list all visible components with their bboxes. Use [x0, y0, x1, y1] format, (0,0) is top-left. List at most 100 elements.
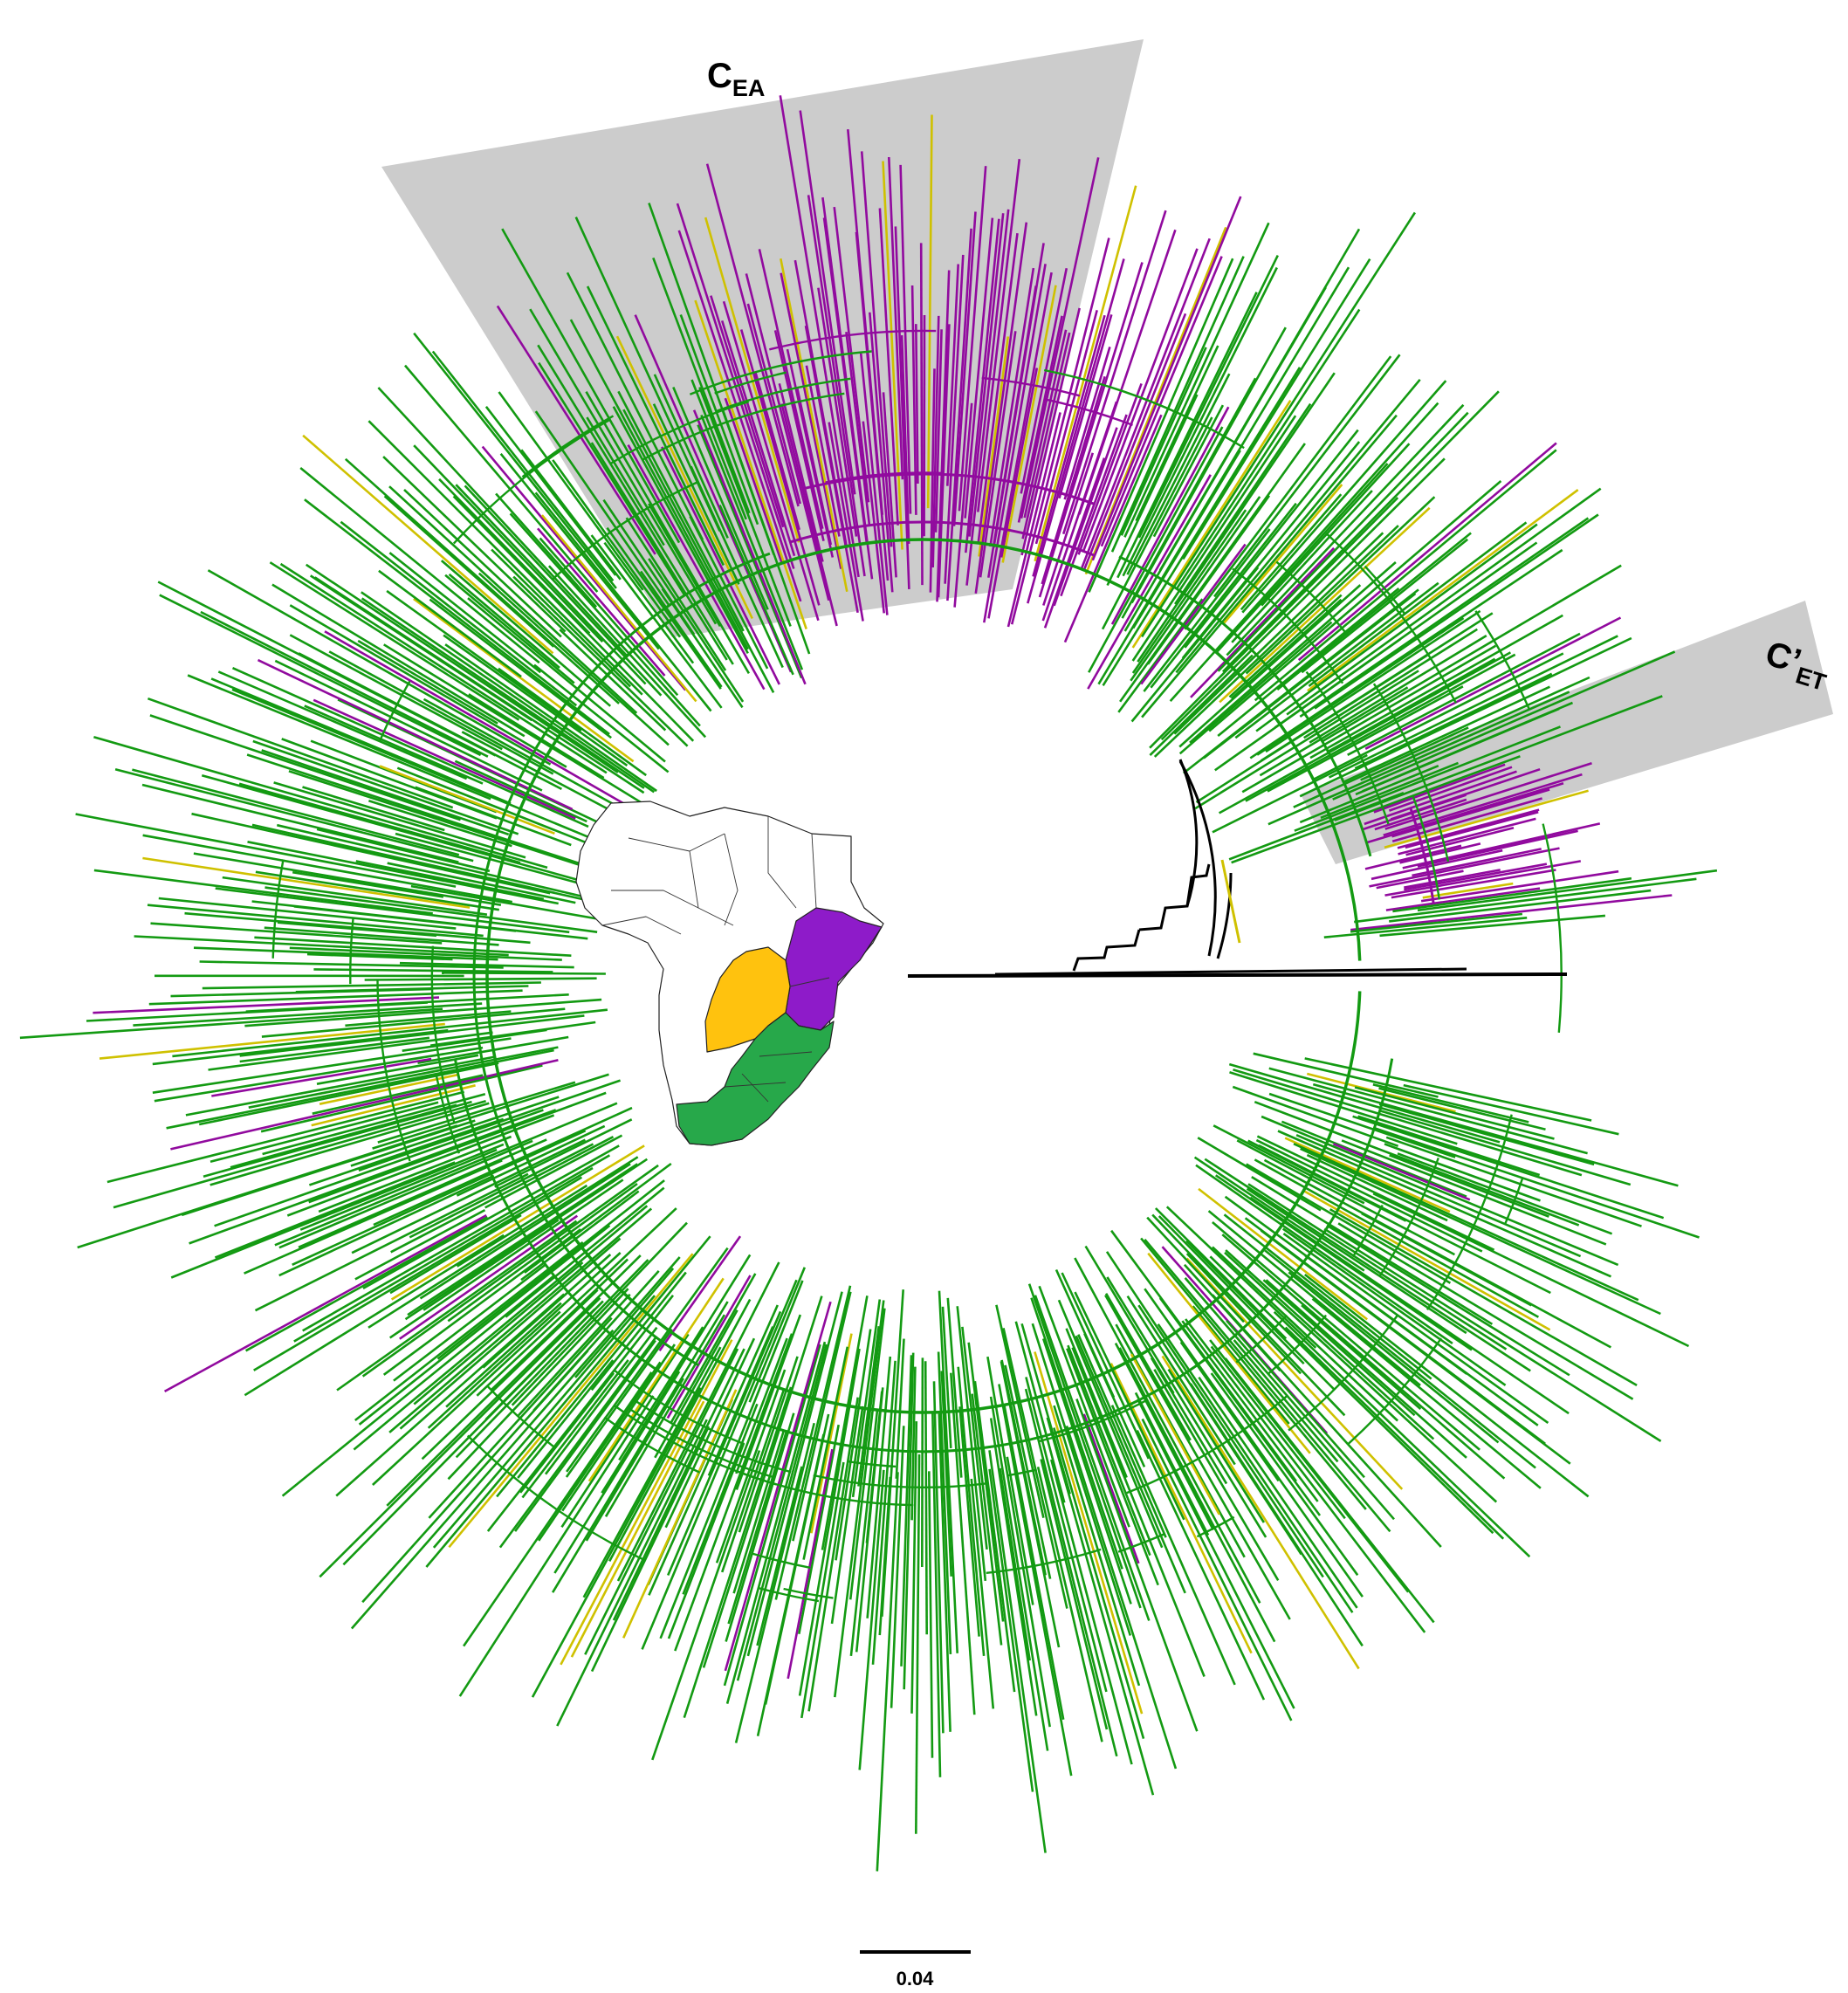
tip-branch	[1352, 1115, 1665, 1220]
tip-branch	[1152, 404, 1225, 538]
tip-branch	[582, 1346, 722, 1598]
tip-branch	[821, 1295, 869, 1550]
tip-branch	[1374, 1126, 1700, 1239]
tip-branch	[569, 319, 749, 650]
tip-branch	[292, 1130, 587, 1266]
tip-branch	[590, 442, 728, 661]
tip-branch	[1378, 1103, 1595, 1166]
tip-branch	[707, 1326, 774, 1476]
tip-branch	[494, 1118, 633, 1188]
tip-branch	[1230, 598, 1343, 700]
tip-branch	[1231, 755, 1521, 864]
tip-branch	[533, 663, 670, 773]
tip-branch	[748, 1267, 807, 1403]
tip-branch	[358, 1079, 622, 1172]
tip-branch	[727, 1429, 788, 1625]
tip-branch	[484, 1308, 596, 1421]
tip-branch	[1222, 484, 1343, 625]
tip-branch	[745, 273, 830, 601]
tip-branch	[1245, 653, 1516, 802]
tip-branch	[231, 667, 589, 828]
tip-branch	[442, 972, 606, 975]
tip-branch	[958, 1406, 980, 1637]
tip-branch	[299, 1148, 498, 1231]
tip-branch	[386, 589, 582, 732]
tip-branch	[746, 1291, 843, 1657]
tip-branch	[1065, 1426, 1178, 1770]
tip-branch	[560, 1339, 733, 1666]
tip-branch	[532, 1270, 660, 1412]
tip-branch	[1137, 372, 1336, 663]
tip-branch	[888, 156, 904, 480]
tip-branch	[725, 1412, 795, 1642]
tip-branch	[1333, 1143, 1471, 1201]
scale-bar-label: 0.04	[897, 1968, 935, 1990]
tip-branch	[1373, 763, 1506, 814]
tip-branch	[667, 1442, 745, 1639]
tip-branch	[1067, 1344, 1151, 1557]
tip-branch	[245, 993, 569, 1013]
tip-branch	[715, 1369, 787, 1563]
tip-branch	[807, 1397, 859, 1712]
internal-arc	[603, 1416, 700, 1474]
tip-branch	[379, 765, 555, 835]
tip-branch	[524, 1162, 672, 1274]
tip-branch	[587, 1277, 725, 1482]
tip-branch	[1110, 1405, 1236, 1686]
tip-branch	[946, 1297, 963, 1478]
tip-branch	[946, 264, 959, 486]
tip-branch	[422, 698, 645, 822]
tip-branch	[214, 1109, 544, 1227]
tip-branch	[734, 1422, 815, 1743]
tip-branch	[921, 1357, 924, 1568]
tip-branch	[1061, 1272, 1150, 1460]
outgroup-branch	[994, 967, 1467, 976]
tip-branch	[780, 403, 838, 627]
tip-branch	[937, 1351, 952, 1654]
tip-branch	[305, 563, 619, 773]
tip-branch	[1228, 791, 1405, 861]
tip-branch	[1146, 495, 1271, 665]
tip-branch	[302, 1154, 611, 1332]
tip-branch	[304, 498, 610, 736]
tip-branch	[1323, 1227, 1662, 1442]
tip-branch	[1293, 1143, 1639, 1302]
tip-branch	[383, 643, 651, 809]
tip-branch	[900, 1355, 913, 1667]
tip-branch	[1299, 764, 1439, 824]
tip-branch	[415, 786, 572, 847]
internal-arc	[1372, 683, 1450, 862]
tip-branch	[324, 630, 649, 819]
tip-branch	[1223, 1213, 1432, 1380]
tip-branch	[448, 1253, 694, 1549]
tip-branch	[1123, 286, 1327, 632]
tip-branch	[1392, 876, 1632, 913]
tip-branch	[1209, 1339, 1410, 1593]
tip-branch	[1083, 1333, 1146, 1467]
tip-branch	[1277, 1130, 1612, 1278]
tip-branch	[1299, 636, 1632, 798]
tip-branch	[882, 161, 903, 550]
tip-branch	[172, 1008, 608, 1058]
internal-arc	[1044, 398, 1133, 427]
tip-branch	[509, 512, 701, 727]
tip-branch	[1247, 1139, 1407, 1222]
tip-branch	[746, 303, 801, 505]
tip-branch	[625, 517, 727, 671]
internal-arc	[1118, 555, 1372, 857]
tip-branch	[244, 1159, 503, 1275]
tip-branch	[627, 443, 766, 691]
tip-branch	[529, 308, 718, 625]
outgroup-step-2	[1138, 863, 1211, 931]
tip-branch	[664, 1337, 756, 1529]
tip-branch	[1131, 415, 1297, 662]
outgroup-arc-3	[1216, 872, 1233, 959]
tip-branch	[244, 998, 602, 1027]
region-east-africa	[785, 907, 883, 1031]
tip-branch	[199, 960, 504, 969]
tip-branch	[1309, 634, 1487, 744]
tip-branch	[710, 295, 785, 528]
tip-branch	[1082, 1413, 1140, 1564]
tip-branch	[1212, 1221, 1480, 1451]
tip-branch	[407, 1163, 638, 1316]
